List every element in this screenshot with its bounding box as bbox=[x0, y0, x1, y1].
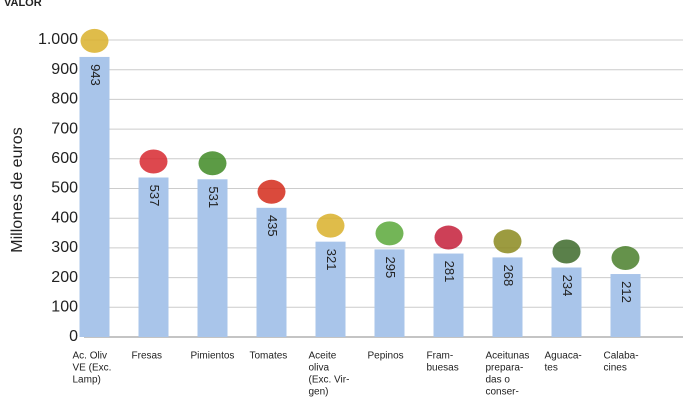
x-tick-label: Pepinos bbox=[368, 351, 404, 362]
food-icon bbox=[139, 149, 168, 174]
y-tick-label: 900 bbox=[51, 61, 78, 78]
food-icon bbox=[552, 239, 581, 264]
value-label: 234 bbox=[560, 275, 575, 297]
bar bbox=[433, 253, 464, 337]
x-tick-label: Fram- bbox=[427, 351, 454, 362]
value-label: 537 bbox=[147, 185, 162, 207]
bar bbox=[374, 249, 405, 337]
x-tick-label: Fresas bbox=[132, 351, 163, 362]
y-tick-label: 300 bbox=[51, 239, 78, 256]
x-tick-label: das o bbox=[486, 375, 511, 386]
x-tick-label: Calaba- bbox=[604, 351, 639, 362]
value-label: 212 bbox=[619, 281, 634, 303]
y-tick-label: 1.000 bbox=[38, 31, 78, 48]
value-label: 531 bbox=[206, 186, 221, 208]
x-tick-label: Aceitunas bbox=[486, 351, 530, 362]
x-tick-label: (Exc. Vir- bbox=[309, 375, 350, 386]
bar bbox=[610, 274, 641, 337]
food-icon bbox=[611, 246, 640, 271]
x-tick-label: VE (Exc. bbox=[73, 363, 112, 374]
bar bbox=[138, 177, 169, 337]
y-tick-label: 0 bbox=[69, 328, 78, 345]
x-tick-label: prepara- bbox=[486, 363, 524, 374]
x-tick-label: tes bbox=[545, 363, 558, 374]
x-tick-label: cines bbox=[604, 363, 627, 374]
value-label: 295 bbox=[383, 257, 398, 279]
y-tick-label: 600 bbox=[51, 150, 78, 167]
x-tick-label: Tomates bbox=[250, 351, 288, 362]
x-tick-label: Lamp) bbox=[73, 375, 101, 386]
food-icon bbox=[80, 28, 109, 53]
value-label: 321 bbox=[324, 249, 339, 271]
food-icon bbox=[375, 221, 404, 246]
y-tick-label: 500 bbox=[51, 180, 78, 197]
food-icon bbox=[434, 225, 463, 250]
y-tick-label: 700 bbox=[51, 120, 78, 137]
x-tick-label: oliva bbox=[309, 363, 330, 374]
value-label: 281 bbox=[442, 261, 457, 283]
bar bbox=[492, 257, 523, 337]
chart-title: VALOR bbox=[4, 0, 42, 9]
x-tick-label: Pimientos bbox=[191, 351, 235, 362]
value-label: 268 bbox=[501, 265, 516, 287]
x-tick-label: conser- bbox=[486, 387, 519, 398]
x-tick-label: gen) bbox=[309, 387, 329, 398]
x-tick-label: Aguaca- bbox=[545, 351, 582, 362]
value-label: 943 bbox=[88, 64, 103, 86]
y-tick-label: 800 bbox=[51, 91, 78, 108]
bar bbox=[79, 56, 110, 337]
x-tick-label: buesas bbox=[427, 363, 459, 374]
food-icon bbox=[198, 151, 227, 176]
y-axis-label: Millones de euros bbox=[9, 127, 26, 252]
bar bbox=[197, 179, 228, 337]
x-tick-label: Aceite bbox=[309, 351, 337, 362]
food-icon bbox=[493, 229, 522, 254]
value-label: 435 bbox=[265, 215, 280, 237]
food-icon bbox=[257, 179, 286, 204]
bar bbox=[315, 241, 346, 337]
food-icon bbox=[316, 213, 345, 238]
y-tick-label: 200 bbox=[51, 269, 78, 286]
y-tick-label: 100 bbox=[51, 299, 78, 316]
x-tick-label: Ac. Oliv bbox=[73, 351, 107, 362]
bar bbox=[551, 267, 582, 337]
y-tick-label: 400 bbox=[51, 209, 78, 226]
bar bbox=[256, 207, 287, 337]
